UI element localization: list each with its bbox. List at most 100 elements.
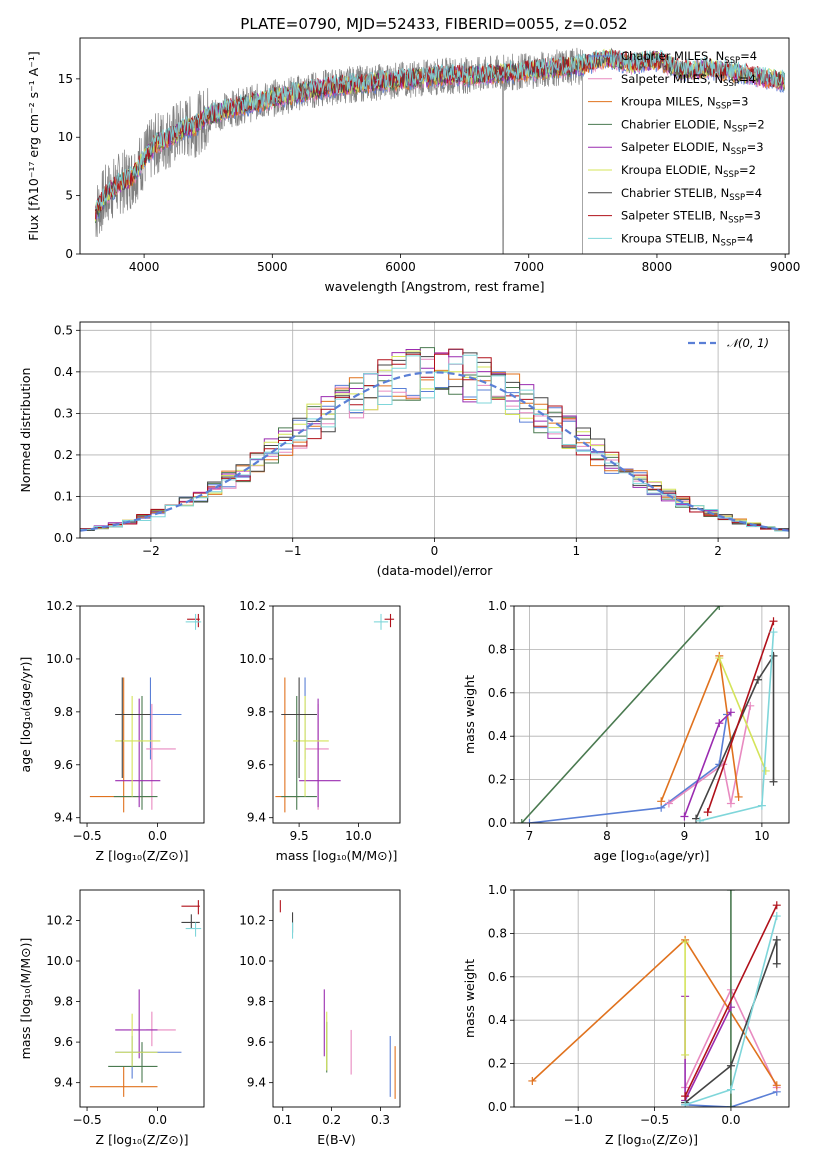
gaussian-reference-curve	[80, 371, 789, 532]
legend-value: =3	[747, 140, 764, 154]
weight-marker	[715, 654, 724, 663]
x-tick-label: 9000	[770, 260, 801, 274]
y-tick-label: 9.4	[54, 1076, 73, 1090]
plot-area-weight_vs_age	[514, 606, 789, 823]
legend-subscript: SSP	[724, 56, 740, 66]
data-point-kroupa-stelib	[185, 922, 202, 937]
legend-value: =2	[748, 117, 765, 131]
weight-marker	[703, 808, 712, 817]
weight-marker	[664, 799, 673, 808]
weight-marker	[769, 651, 778, 660]
data-point-kroupa-stelib	[185, 613, 202, 630]
axes-frame	[272, 605, 401, 824]
y-tick-label: 0.5	[54, 323, 73, 337]
x-tick-label: 9.5	[290, 829, 309, 843]
x-tick-label: 2	[714, 544, 722, 558]
weight-marker	[734, 792, 743, 801]
y-tick-label: 0.4	[488, 1013, 507, 1027]
panel-weight_vs_age: 7 8 9 10 0.0 0.2 0.4 0.6 0.8 1.0 age [log₁₀(age/yr…	[462, 599, 790, 863]
x-tick-label: 10	[754, 829, 769, 843]
data-point-kroupa-stelib	[373, 613, 389, 630]
weight-marker	[726, 799, 735, 808]
weight-line	[685, 1091, 778, 1107]
data-point-salpeter-stelib	[384, 613, 395, 628]
plot-area-mass_vs_Z	[89, 900, 202, 1097]
y-tick-label: 9.6	[247, 1035, 266, 1049]
y-tick-label: 0.1	[54, 489, 73, 503]
weight-line	[529, 714, 728, 823]
x-tick-label: 0.0	[148, 829, 167, 843]
y-tick-label: 0.6	[488, 686, 507, 700]
figure-title: PLATE=0790, MJD=52433, FIBERID=0055, z=0…	[240, 15, 627, 33]
legend-entry: Chabrier MILES, NSSP=4	[621, 49, 757, 66]
y-tick-label: 15	[58, 72, 73, 86]
y-tick-label: 0	[65, 247, 73, 261]
plot-area-age_vs_Z	[89, 613, 202, 813]
x-tick-label: 0.0	[721, 1113, 740, 1127]
y-tick-label: 1.0	[488, 883, 507, 897]
legend-entry: 𝒩(0, 1)	[727, 336, 769, 350]
data-point-kroupa-elodie	[293, 695, 329, 797]
y-tick-label: 10.0	[239, 652, 266, 666]
x-tick-label: 8	[603, 829, 611, 843]
weight-marker	[772, 1081, 781, 1090]
data-point-salpeter-miles	[305, 703, 329, 810]
weight-marker	[772, 912, 781, 921]
weight-marker	[681, 1092, 690, 1101]
legend-value: =3	[744, 209, 761, 223]
legend-value: =2	[739, 163, 756, 177]
x-tick-label: 8000	[642, 260, 673, 274]
plot-area-age_vs_mass	[275, 613, 395, 813]
x-tick-label: 0	[431, 544, 439, 558]
observed-spectrum-line	[95, 47, 583, 254]
data-point-chabrier-miles	[115, 1036, 182, 1079]
x-tick-label: −0.5	[640, 1113, 669, 1127]
weight-marker	[726, 1061, 735, 1070]
panel-residuals: −2 −1 0 1 2 0.0 0.1 0.2 0.3 0.4 0.5 (data-model)/er…	[18, 321, 790, 578]
y-tick-label: 9.6	[54, 758, 73, 772]
x-tick-label: 1	[572, 544, 580, 558]
legend-subscript: SSP	[731, 147, 747, 157]
weight-series-chabrier-elodie	[517, 606, 724, 823]
plot-layer: 4000 5000 6000 7000 8000 9000051015wavelength…	[18, 37, 801, 1147]
y-axis-label: Normed distribution	[18, 368, 33, 493]
weight-series-chabrier-elodie	[726, 890, 735, 1107]
x-axis-label: mass [log₁₀(M/M⊙)]	[276, 848, 398, 863]
data-point-salpeter-stelib	[181, 900, 200, 915]
weight-marker	[726, 708, 735, 717]
data-point-chabrier-stelib	[115, 677, 151, 779]
x-tick-label: 6000	[385, 260, 416, 274]
axes-frame	[79, 889, 205, 1108]
data-point-salpeter-miles	[146, 1011, 176, 1047]
weight-series-kroupa-miles	[657, 651, 743, 806]
y-tick-label: 10	[58, 130, 73, 144]
legend-entry: Kroupa STELIB, NSSP=4	[621, 231, 753, 248]
weight-marker	[772, 901, 781, 910]
axes-frame	[79, 605, 205, 824]
x-axis-label: Z [log₁₀(Z/Z⊙)]	[605, 1132, 698, 1147]
y-tick-label: 0.4	[54, 365, 73, 379]
weight-line	[684, 904, 778, 1097]
weight-marker	[754, 675, 763, 684]
y-tick-label: 10.0	[239, 954, 266, 968]
weight-marker	[715, 719, 724, 728]
x-tick-label: −0.5	[72, 1113, 101, 1127]
y-tick-label: 10.2	[46, 599, 73, 613]
weight-marker	[681, 1050, 690, 1059]
x-tick-label: 7	[526, 829, 534, 843]
legend-subscript: SSP	[723, 170, 739, 180]
legend-subscript: SSP	[723, 79, 739, 89]
y-tick-label: 0.2	[54, 448, 73, 462]
weight-marker	[692, 814, 701, 823]
panel-spectrum: 4000 5000 6000 7000 8000 9000 0 5 10 15 wavelength…	[26, 37, 801, 294]
panel-mass_vs_EBV: 0.1 0.2 0.3 9.4 9.6 9.8 10.0 10.2 E(B-V)	[239, 889, 401, 1147]
y-tick-label: 9.8	[247, 705, 266, 719]
y-axis-label: mass weight	[462, 959, 477, 1038]
plot-area-weight_vs_Z	[514, 890, 789, 1107]
legend-subscript: SSP	[732, 124, 748, 134]
y-tick-label: 0.8	[488, 926, 507, 940]
legend-value: =4	[736, 231, 753, 245]
y-tick-label: 10.2	[239, 913, 266, 927]
x-axis-label: Z [log₁₀(Z/Z⊙)]	[96, 848, 189, 863]
residual-histogram	[80, 348, 789, 531]
